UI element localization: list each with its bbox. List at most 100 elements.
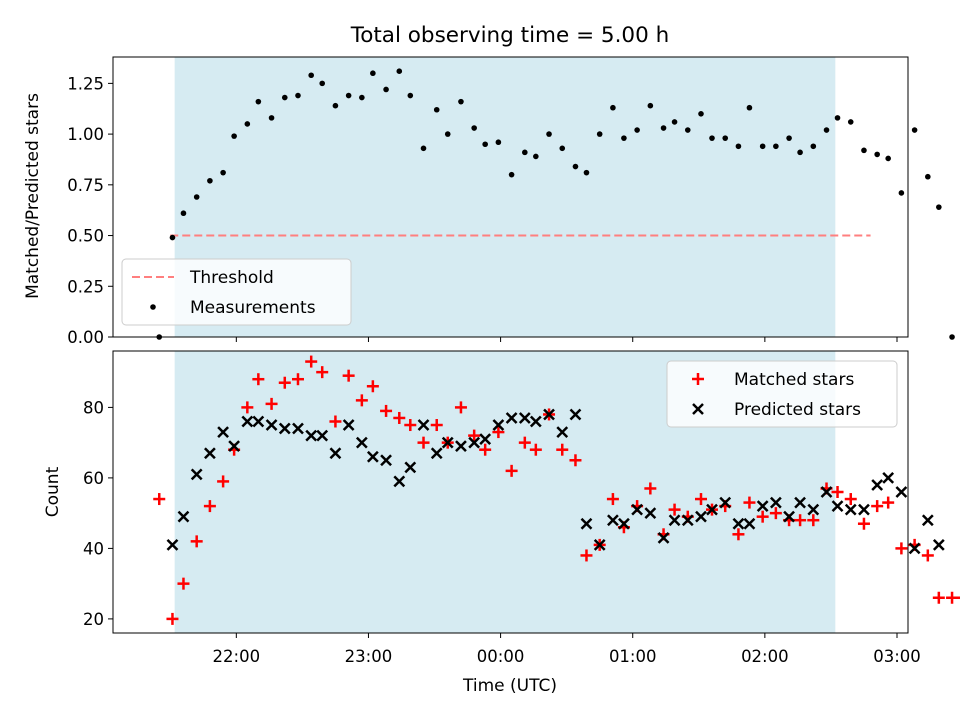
predicted-star-point [329, 447, 342, 460]
predicted-star-point [783, 510, 795, 523]
ratio-y-axis-label: Matched/Predicted stars [23, 93, 43, 299]
matched-star-point [807, 514, 820, 527]
measurement-point [759, 143, 766, 150]
measurement-point [647, 102, 654, 109]
predicted-star-point [844, 503, 857, 516]
predicted-star-point [404, 461, 417, 474]
predicted-star-point [265, 419, 278, 431]
measurement-point [319, 80, 326, 87]
predicted-star-point [921, 514, 934, 527]
predicted-star-point [204, 447, 216, 460]
predicted-marker-b [278, 422, 291, 435]
predicted-star-point [871, 479, 884, 491]
measurement-point [911, 127, 918, 133]
measurement-points [156, 68, 955, 340]
figure-title: Total observing time = 5.00 h [350, 23, 670, 48]
predicted-marker-b [732, 517, 745, 530]
predicted-marker-b [756, 500, 769, 512]
measurement-point [345, 92, 352, 99]
matched-star-point [177, 577, 190, 590]
predicted-marker-b [618, 517, 630, 530]
matched-star-point [932, 591, 945, 604]
matched-star-point [342, 369, 355, 382]
ratio-y-tick-label: 0.75 [67, 176, 104, 195]
predicted-marker-b [355, 436, 368, 449]
matched-star-point [291, 373, 304, 386]
predicted-star-point [556, 426, 569, 438]
measurement-point [671, 119, 678, 125]
measurement-point [621, 135, 627, 141]
predicted-star-point [505, 412, 518, 424]
matched-star-point [921, 549, 934, 562]
predicted-star-point [518, 412, 531, 424]
matched-star-point [580, 549, 593, 562]
predicted-star-point [895, 486, 908, 498]
measurement-point [471, 125, 477, 131]
predicted-star-point [908, 542, 921, 555]
matched-star-point [668, 503, 681, 516]
matched-star-point [241, 401, 254, 414]
predicted-marker-b [241, 415, 254, 428]
matched-star-point [417, 436, 430, 449]
predicted-star-point [305, 429, 318, 442]
predicted-marker-b [807, 503, 820, 516]
predicted-star-point [393, 475, 406, 488]
predicted-star-point [355, 436, 368, 449]
predicted-star-point [858, 503, 870, 516]
predicted-star-point [644, 507, 657, 520]
ratio-y-tick-label: 0.25 [67, 277, 104, 296]
predicted-star-point [241, 415, 254, 428]
ratio-y-tick-label: 0.50 [67, 227, 104, 246]
matched-star-point [529, 443, 542, 456]
x-axis-label: Time (UTC) [462, 676, 557, 696]
ratio-panel: 0.00 0.25 0.50 0.75 1.00 1.25 Matched/Predict… [23, 56, 955, 347]
predicted-star-points [166, 408, 945, 555]
matched-star-point [644, 482, 657, 495]
predicted-marker-b [529, 415, 542, 428]
predicted-marker-b [380, 454, 392, 467]
predicted-star-point [430, 447, 443, 460]
predicted-marker-b [441, 436, 454, 449]
matched-star-point [895, 542, 908, 555]
threshold-legend-label: Threshold [189, 268, 274, 288]
predicted-legend-label: Predicted stars [734, 400, 861, 420]
count-y-axis-ticks: 20 40 60 80 [83, 398, 113, 629]
count-y-tick-label: 20 [83, 610, 104, 629]
predicted-star-point [743, 517, 756, 530]
predicted-marker-b [492, 419, 505, 431]
measurement-point [596, 131, 603, 137]
measurement-point [522, 149, 528, 156]
predicted-marker-b [417, 419, 430, 431]
measurement-point [660, 125, 667, 131]
measurement-point [572, 163, 579, 170]
predicted-star-point [455, 440, 467, 453]
predicted-star-point [252, 415, 265, 428]
measurement-point [370, 70, 376, 77]
count-plot-frame [112, 350, 909, 634]
matched-star-point [153, 493, 166, 506]
matched-star-point [430, 419, 443, 432]
matched-star-point [190, 535, 203, 548]
matched-star-point [404, 419, 417, 432]
x-tick-label: 22:00 [213, 647, 261, 666]
measurement-point [874, 151, 880, 158]
predicted-star-point [695, 510, 707, 523]
matched-star-point [316, 366, 329, 379]
matched-legend-label: Matched stars [734, 370, 854, 390]
predicted-star-point [417, 419, 430, 431]
ratio-y-tick-label: 1.00 [67, 125, 104, 144]
predicted-star-point [278, 422, 291, 435]
matched-star-point [957, 596, 960, 599]
predicted-marker-b [882, 472, 895, 484]
predicted-marker-b [518, 412, 531, 424]
matched-star-point [492, 426, 505, 439]
matched-star-point [355, 394, 368, 407]
predicted-marker-b [858, 503, 870, 516]
predicted-marker-b [204, 447, 216, 460]
predicted-star-point [831, 500, 844, 512]
predicted-marker-b [871, 479, 884, 491]
matched-star-point [556, 443, 569, 456]
predicted-marker-b [681, 514, 694, 527]
